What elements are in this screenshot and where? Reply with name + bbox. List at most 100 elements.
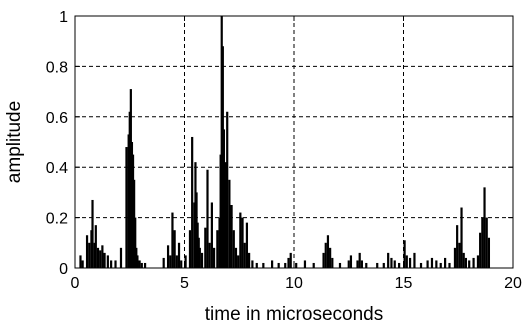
x-tick-label: 5 <box>180 275 189 292</box>
amplitude-bar <box>91 199 94 268</box>
amplitude-bar <box>277 262 280 268</box>
amplitude-bar <box>119 247 123 268</box>
amplitude-bar <box>255 262 258 268</box>
amplitude-bar <box>487 237 491 268</box>
amplitude-bar <box>393 260 396 268</box>
amplitude-bar <box>239 212 242 268</box>
x-tick-label: 10 <box>285 275 303 292</box>
x-tick-label: 20 <box>504 275 522 292</box>
amplitude-bar <box>125 147 128 268</box>
amplitude-bar <box>303 260 307 268</box>
amplitude-bar <box>208 242 211 268</box>
amplitude-bar <box>251 260 254 268</box>
amplitude-bar <box>225 162 228 268</box>
amplitude-bar <box>382 262 385 268</box>
amplitude-bar <box>79 255 82 268</box>
y-tick-label: 0.4 <box>46 160 68 177</box>
amplitude-bar <box>468 260 471 268</box>
amplitude-bar <box>101 245 104 268</box>
amplitude-bar <box>173 230 176 268</box>
amplitude-bar <box>322 252 325 268</box>
amplitude-bar <box>106 255 109 268</box>
amplitude-bar <box>439 262 442 268</box>
amplitude-bar <box>464 257 468 268</box>
amplitude-bar <box>324 242 327 268</box>
amplitude-bar <box>448 262 451 268</box>
amplitude-bar <box>413 252 416 268</box>
amplitude-bar <box>426 260 429 268</box>
amplitude-bar <box>171 212 174 268</box>
amplitude-bar <box>472 257 475 268</box>
amplitude-bar <box>85 235 89 268</box>
amplitude-bar <box>405 255 408 268</box>
grid <box>75 16 513 268</box>
amplitude-bar <box>166 245 170 268</box>
amplitude-bar <box>232 230 235 268</box>
amplitude-bar <box>326 235 330 268</box>
amplitude-bar <box>204 227 207 268</box>
amplitude-bar <box>180 260 183 268</box>
amplitude-bar <box>226 111 229 268</box>
amplitude-bar <box>245 222 249 268</box>
amplitude-bar <box>114 260 117 268</box>
amplitude-bar <box>329 247 332 268</box>
amplitude-bar <box>284 262 287 268</box>
amplitude-bar <box>162 257 165 268</box>
amplitude-bar <box>184 255 187 268</box>
amplitude-bar <box>234 247 238 268</box>
amplitude-bar <box>110 260 113 268</box>
amplitude-bar <box>191 136 194 268</box>
amplitude-bar <box>198 247 201 268</box>
amplitude-bar <box>188 230 192 268</box>
amplitude-bar <box>462 252 465 268</box>
y-axis-label: amplitude <box>4 101 25 183</box>
amplitude-bar <box>460 207 463 268</box>
amplitude-bar <box>200 252 204 268</box>
amplitude-bar <box>237 255 240 268</box>
amplitude-bar <box>241 217 244 268</box>
amplitude-bar <box>99 250 102 268</box>
amplitude-bar <box>210 202 213 268</box>
amplitude-bar <box>376 262 379 268</box>
x-axis-label: time in microseconds <box>205 304 383 325</box>
amplitude-bar <box>481 217 484 268</box>
amplitude-bar <box>387 252 390 268</box>
amplitude-bar <box>271 260 274 268</box>
amplitude-bar <box>485 217 488 268</box>
amplitude-bar <box>289 252 292 268</box>
amplitude-bar <box>94 225 97 268</box>
amplitude-bar <box>262 262 265 268</box>
x-tick-label: 0 <box>71 275 80 292</box>
y-tick-label: 0.8 <box>46 59 68 76</box>
amplitude-bar <box>349 255 353 268</box>
y-tick-label: 0 <box>59 261 68 278</box>
amplitude-bar <box>230 205 233 268</box>
amplitude-bar <box>88 242 91 268</box>
amplitude-bar <box>206 169 209 268</box>
tick-labels: 0 5 10 15 20 0 0.2 0.4 0.6 0.8 1 <box>46 9 522 292</box>
amplitude-bar <box>143 262 147 268</box>
amplitude-bar <box>136 255 139 268</box>
amplitude-bar <box>360 260 363 268</box>
amplitude-bar <box>138 260 141 268</box>
amplitude-bar <box>312 262 315 268</box>
amplitude-bar <box>243 242 246 268</box>
y-tick-label: 0.2 <box>46 211 68 228</box>
amplitude-bar <box>96 247 100 268</box>
y-tick-label: 0.6 <box>46 110 68 127</box>
amplitude-bar <box>483 187 486 268</box>
amplitude-bar <box>403 240 406 268</box>
amplitude-bar <box>347 260 350 268</box>
amplitude-bar <box>216 230 219 268</box>
amplitude-bar <box>356 260 359 268</box>
amplitude-bar <box>295 262 298 268</box>
x-tick-label: 15 <box>395 275 413 292</box>
y-tick-label: 1 <box>59 9 68 26</box>
amplitude-bar <box>419 262 423 268</box>
amplitude-bar <box>456 225 459 268</box>
amplitude-bar <box>338 262 342 268</box>
amplitude-bar <box>103 252 106 268</box>
amplitude-bar <box>358 252 361 268</box>
amplitude-bar <box>81 260 84 268</box>
